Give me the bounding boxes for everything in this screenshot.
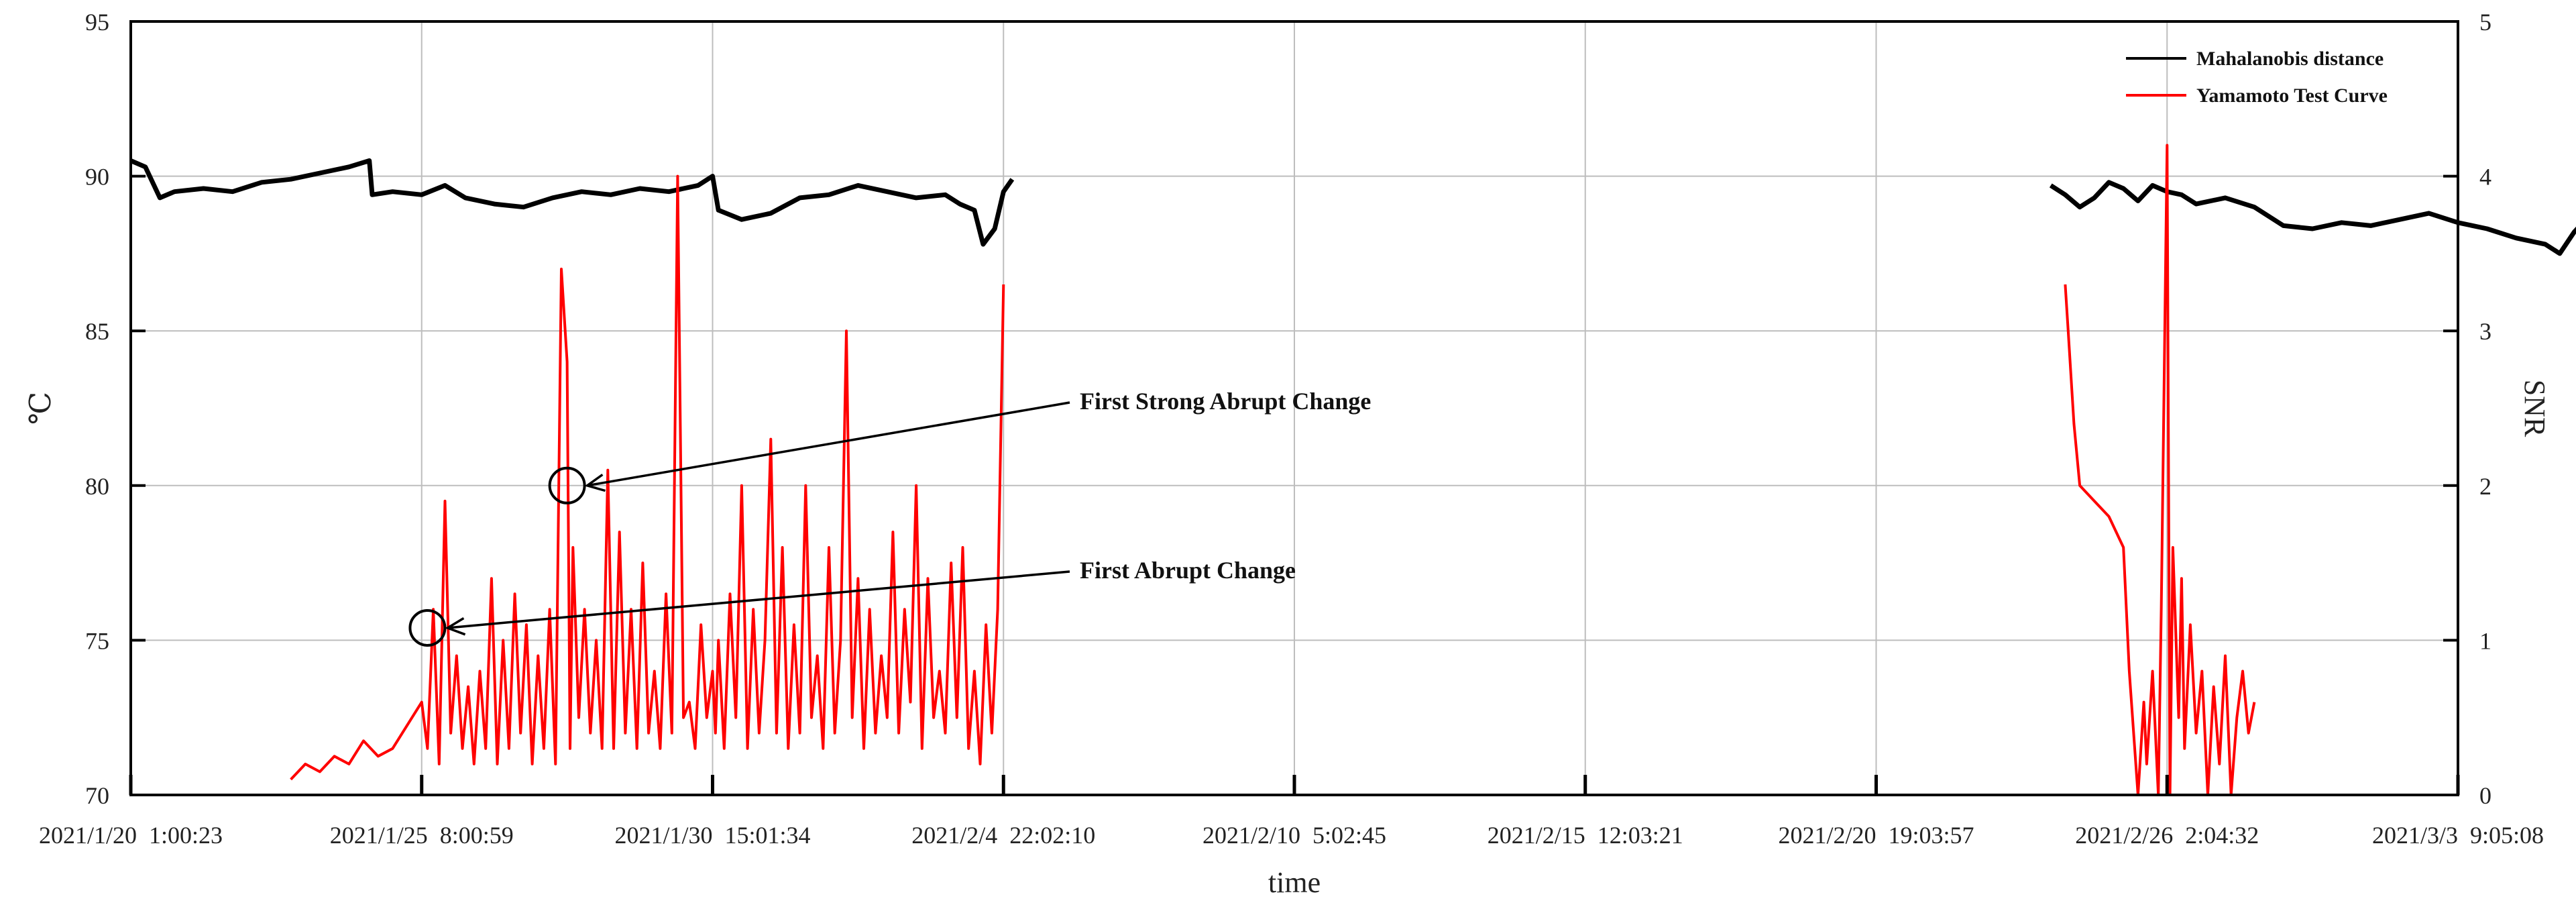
annotation-arrow — [587, 401, 1070, 487]
series-line-mahalanobis — [2049, 180, 2576, 256]
series-line-mahalanobis — [129, 158, 1015, 247]
y-right-tick-label: 1 — [2479, 627, 2491, 654]
x-tick-label: 2021/1/30 15:01:34 — [614, 822, 810, 849]
x-tick-label: 2021/2/26 2:04:32 — [2075, 822, 2259, 849]
axis-ticks — [129, 20, 2460, 796]
annotation-label: First Abrupt Change — [1080, 557, 1296, 584]
series-line-yamamoto — [290, 174, 1005, 781]
x-tick-label: 2021/1/20 1:00:23 — [39, 822, 223, 849]
y-left-tick-label: 70 — [85, 782, 109, 809]
y-right-tick-label: 3 — [2479, 318, 2491, 345]
legend-label-yamamoto: Yamamoto Test Curve — [2196, 85, 2388, 107]
annotation-marker-circle — [548, 466, 586, 504]
x-tick-label: 2021/2/20 19:03:57 — [1778, 822, 1974, 849]
y-right-tick-label: 0 — [2479, 782, 2491, 809]
annotations: First Strong Abrupt Change First Abrupt … — [408, 388, 1371, 647]
x-tick-label: 2021/2/4 22:02:10 — [911, 822, 1095, 849]
annotation-arrow — [447, 570, 1070, 629]
y-left-tick-label: 95 — [85, 9, 109, 36]
annotation-first-strong-abrupt-change: First Strong Abrupt Change — [548, 388, 1371, 504]
legend-label-mahalanobis: Mahalanobis distance — [2196, 48, 2384, 70]
series-line-yamamoto — [2064, 144, 2256, 796]
series-layer — [129, 144, 2576, 796]
annotation-marker-circle — [408, 608, 447, 647]
x-tick-label: 2021/3/3 9:05:08 — [2372, 822, 2544, 849]
y-axis-right-title: SNR — [2518, 380, 2551, 437]
annotation-arrowhead — [584, 474, 606, 492]
y-axis-left-title: ℃ — [24, 392, 57, 425]
annotation-arrowhead — [445, 617, 466, 636]
x-axis-title: time — [1268, 866, 1321, 899]
y-right-tick-label: 2 — [2479, 473, 2491, 500]
tick-labels: 70 75 80 85 90 95 0 1 2 3 4 5 2021/1/20 1:00:23 2021/… — [39, 9, 2544, 849]
y-left-tick-label: 80 — [85, 473, 109, 500]
y-left-tick-label: 85 — [85, 318, 109, 345]
y-left-tick-label: 90 — [85, 164, 109, 191]
y-right-tick-label: 4 — [2479, 164, 2491, 191]
x-tick-label: 2021/2/10 5:02:45 — [1202, 822, 1386, 849]
y-right-tick-label: 5 — [2479, 9, 2491, 36]
annotation-label: First Strong Abrupt Change — [1080, 388, 1371, 415]
annotation-first-abrupt-change: First Abrupt Change — [408, 557, 1296, 647]
y-left-tick-label: 75 — [85, 627, 109, 654]
x-tick-label: 2021/2/15 12:03:21 — [1488, 822, 1683, 849]
legend: Mahalanobis distance Yamamoto Test Curve — [2126, 48, 2388, 107]
x-tick-label: 2021/1/25 8:00:59 — [330, 822, 514, 849]
